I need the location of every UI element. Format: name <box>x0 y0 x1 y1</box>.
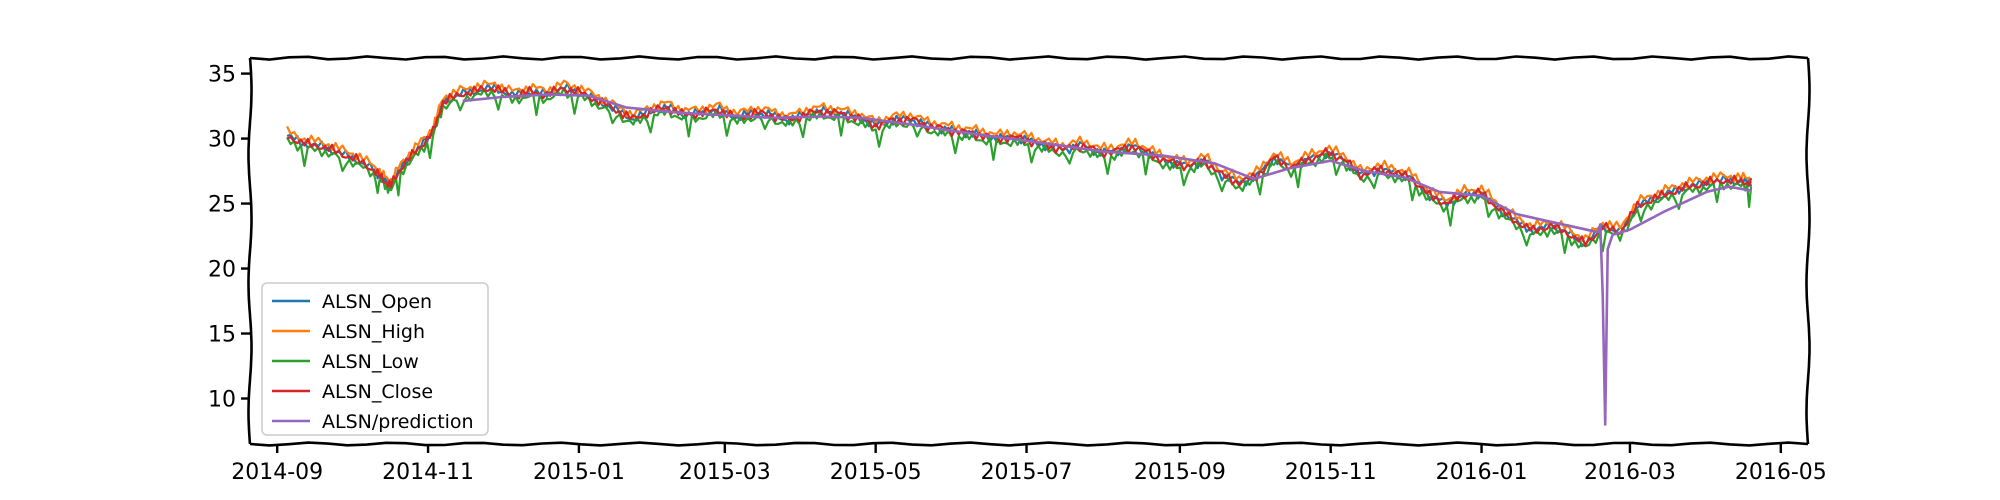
legend-box <box>261 282 489 436</box>
y-axis: 10 15 20 25 30 35 <box>208 63 250 413</box>
x-tick-label: 2015-05 <box>830 460 922 485</box>
x-tick-label: 2016-01 <box>1436 460 1528 485</box>
y-tick-label: 30 <box>208 128 236 153</box>
series-line-alsn-prediction <box>462 93 1752 426</box>
y-tick-label: 15 <box>208 323 236 348</box>
x-tick-label: 2016-05 <box>1735 460 1827 485</box>
frame-bottom <box>249 441 1809 447</box>
plot-frame <box>247 55 1811 447</box>
y-tick-label: 25 <box>208 193 236 218</box>
series-line-alsn-open <box>286 82 1753 248</box>
legend: ALSN_Open ALSN_High ALSN_Low ALSN_Close ALSN… <box>261 282 489 436</box>
series-line-alsn-close <box>286 84 1753 247</box>
legend-label: ALSN_Low <box>322 351 419 373</box>
series-layer <box>286 79 1753 426</box>
legend-label: ALSN_Close <box>322 381 433 403</box>
x-tick-label: 2015-07 <box>981 460 1073 485</box>
x-tick-label: 2015-09 <box>1134 460 1226 485</box>
frame-right <box>1805 57 1811 445</box>
y-tick-label: 35 <box>208 63 236 88</box>
x-tick-label: 2014-09 <box>231 460 323 485</box>
y-tick-label: 20 <box>208 258 236 283</box>
frame-top <box>249 55 1809 61</box>
y-tick-label: 10 <box>208 388 236 413</box>
legend-label: ALSN_Open <box>322 291 432 313</box>
legend-label: ALSN/prediction <box>322 411 474 433</box>
x-tick-label: 2015-11 <box>1285 460 1377 485</box>
x-tick-label: 2016-03 <box>1584 460 1676 485</box>
x-tick-label: 2015-01 <box>533 460 625 485</box>
frame-left <box>247 57 253 445</box>
x-tick-label: 2014-11 <box>382 460 474 485</box>
legend-label: ALSN_High <box>322 321 425 343</box>
x-tick-label: 2015-03 <box>679 460 771 485</box>
x-axis: 2014-09 2014-11 2015-01 2015-03 2015-05 2015-… <box>231 444 1827 485</box>
